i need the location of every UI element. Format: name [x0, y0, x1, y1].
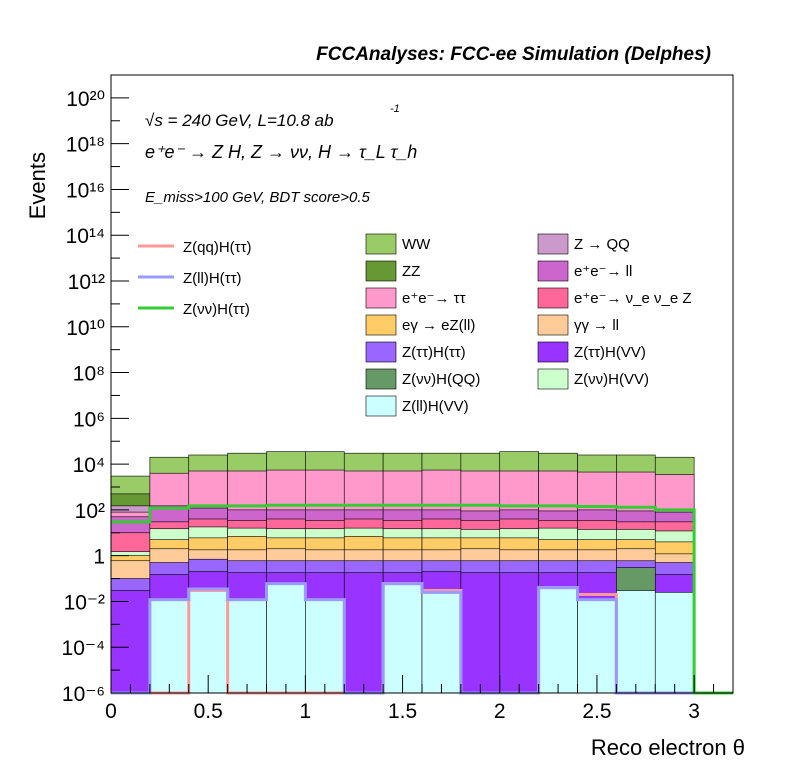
- stack-12-bin-14: [654, 592, 695, 694]
- legend-box-12: [365, 395, 397, 417]
- energy-annotation: √s = 240 GeV, L=10.8 ab: [145, 111, 334, 130]
- legend-box-3: [537, 260, 569, 282]
- legend-box-6: [365, 314, 397, 336]
- legend-box-4: [365, 287, 397, 309]
- legend-box-label-2: ZZ: [402, 263, 420, 280]
- legend-box-5: [537, 287, 569, 309]
- stack-10-bin-0: [110, 590, 151, 694]
- y-tick-label-5: 10⁴: [73, 454, 105, 477]
- legend-box-8: [365, 341, 397, 363]
- legend-box-0: [365, 233, 397, 255]
- legend-box-label-5: e⁺e⁻→ ν_e ν_e Z: [574, 290, 692, 307]
- legend-line-label-2: Z(νν)H(ττ): [183, 301, 250, 318]
- y-tick-label-9: 10¹²: [68, 271, 105, 294]
- y-tick-label-4: 10²: [75, 500, 105, 523]
- stack-12-bin-5: [305, 599, 345, 694]
- legend-line-label-1: Z(ll)H(ττ): [183, 270, 242, 287]
- stack-10-bin-10: [499, 572, 539, 694]
- y-tick-label-6: 10⁶: [73, 408, 105, 431]
- y-tick-label-10: 10¹⁴: [66, 225, 105, 248]
- lumi-exponent: -1: [390, 103, 400, 115]
- legend-box-label-7: γγ → ll: [574, 317, 619, 334]
- axes-layer: 0 0.5 1 1.5 2 2.5 3 10⁻⁶ 10⁻⁴ 10⁻² 1 10² 10⁴ 10⁶ 10⁸ 10…: [62, 74, 715, 723]
- stack-10-bin-6: [343, 572, 384, 694]
- x-tick-label-0: 0: [105, 700, 117, 723]
- legend-box-label-3: e⁺e⁻→ ll: [574, 263, 632, 280]
- stack-10-bin-9: [460, 572, 501, 694]
- y-tick-label-0: 10⁻⁶: [62, 683, 105, 706]
- legend-box-1: [537, 233, 569, 255]
- y-tick-label-8: 10¹⁰: [66, 317, 105, 340]
- x-tick-label-1: 0.5: [194, 700, 223, 723]
- legend-box-label-10: Z(νν)H(QQ): [402, 371, 480, 388]
- stack-12-bin-11: [538, 587, 578, 694]
- legend-box-2: [365, 260, 397, 282]
- x-tick-label-3: 1.5: [388, 700, 417, 723]
- y-tick-label-1: 10⁻⁴: [62, 637, 105, 660]
- y-tick-label-11: 10¹⁶: [66, 179, 105, 202]
- process-annotation: e⁺e⁻ → Z H, Z → νν, H → τ_L τ_h: [145, 142, 417, 162]
- y-tick-label-2: 10⁻²: [64, 591, 105, 614]
- stack-12-bin-13: [616, 590, 656, 694]
- legend-line-label-0: Z(qq)H(ττ): [183, 239, 252, 256]
- x-tick-label-6: 3: [688, 700, 700, 723]
- stack-12-bin-3: [227, 599, 267, 694]
- x-tick-label-4: 2: [494, 700, 506, 723]
- data-layer: [110, 451, 733, 695]
- legend-box-label-1: Z → QQ: [574, 236, 630, 253]
- legend-box-label-9: Z(ττ)H(VV): [574, 344, 646, 361]
- legend-box-7: [537, 314, 569, 336]
- legend-box-label-6: eγ → eZ(ll): [402, 317, 475, 334]
- x-tick-label-2: 1: [300, 700, 312, 723]
- legend-box-11: [537, 368, 569, 390]
- stack-12-bin-4: [266, 583, 306, 694]
- line-series-1: [111, 582, 733, 695]
- legend-box-9: [537, 341, 569, 363]
- line-series-2: [111, 503, 733, 695]
- y-tick-label-12: 10¹⁸: [66, 134, 105, 157]
- x-tick-label-5: 2.5: [582, 700, 611, 723]
- chart-title: FCCAnalyses: FCC-ee Simulation (Delphes): [316, 44, 711, 65]
- y-tick-label-3: 1: [93, 546, 105, 569]
- legend-box-label-0: WW: [402, 236, 431, 253]
- y-tick-label-13: 10²⁰: [66, 88, 105, 111]
- legend-box-10: [365, 368, 397, 390]
- legend: Z(qq)H(ττ) Z(ll)H(ττ) Z(νν)H(ττ) WW Z → QQ ZZ…: [138, 233, 692, 417]
- stack-12-bin-8: [421, 592, 462, 694]
- y-tick-label-7: 10⁸: [73, 363, 105, 386]
- y-axis-label: Events: [25, 152, 50, 219]
- legend-box-label-4: e⁺e⁻→ ττ: [402, 290, 466, 307]
- selection-annotation: E_miss>100 GeV, BDT score>0.5: [145, 189, 370, 206]
- legend-box-label-12: Z(ll)H(VV): [402, 398, 469, 415]
- legend-box-label-11: Z(νν)H(VV): [574, 371, 649, 388]
- legend-box-label-8: Z(ττ)H(ττ): [402, 344, 466, 361]
- x-axis-label: Reco electron θ: [591, 735, 745, 760]
- stack-12-bin-1: [149, 599, 190, 694]
